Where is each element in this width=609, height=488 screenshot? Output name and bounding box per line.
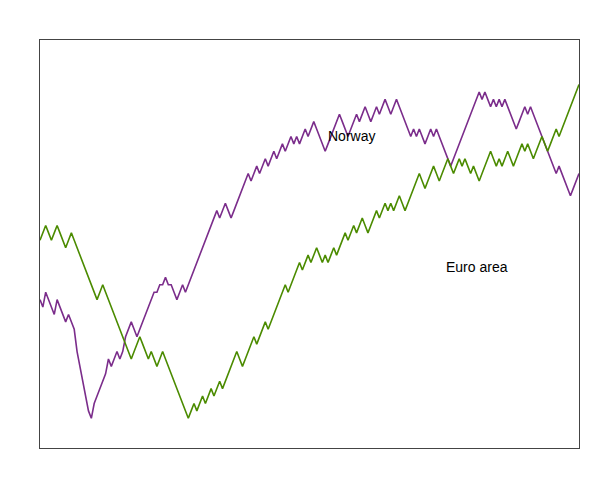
svg-text:Norway: Norway <box>328 128 375 144</box>
svg-text:Euro area: Euro area <box>446 259 508 275</box>
